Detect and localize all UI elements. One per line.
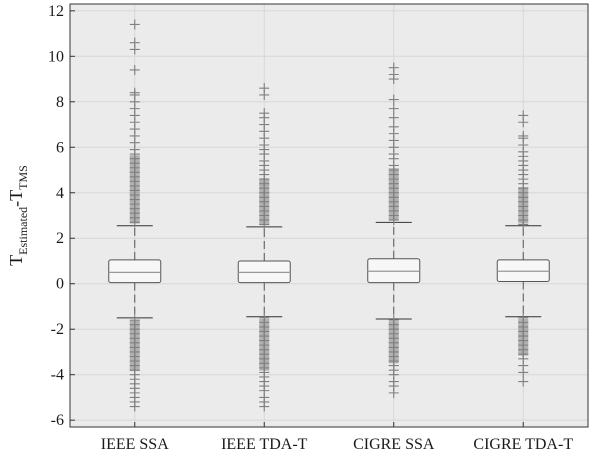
y-tick-label: -4	[51, 367, 64, 384]
y-tick-label: 4	[56, 185, 64, 202]
y-axis-label-sub-estimated: Estimated	[16, 207, 30, 255]
outlier-high	[388, 112, 399, 123]
y-tick-label: -2	[51, 321, 64, 338]
plot-area	[70, 4, 588, 427]
box-group	[108, 19, 162, 412]
box-iqr	[108, 259, 162, 284]
y-axis-label-sub-tms: TMS	[16, 165, 30, 190]
y-axis-label-t2: -T	[6, 190, 26, 207]
outlier-high	[129, 64, 140, 75]
y-tick-label: 0	[56, 276, 64, 293]
y-tick-label: 8	[56, 94, 64, 111]
x-category-label: IEEE SSA	[101, 436, 169, 453]
outlier-high	[259, 108, 270, 119]
outlier-high	[129, 87, 140, 98]
outlier-low	[388, 387, 399, 398]
boxes	[108, 19, 550, 412]
y-axis-label-t1: T	[6, 255, 26, 266]
outlier-high	[129, 37, 140, 48]
outlier-high	[518, 110, 529, 121]
outlier-high	[388, 62, 399, 73]
x-category-label: CIGRE SSA	[353, 436, 435, 453]
outlier-low	[518, 376, 529, 387]
y-axis-label: TEstimated-TTMS	[6, 165, 30, 266]
outlier-low	[518, 367, 529, 378]
outlier-low	[129, 401, 140, 412]
x-category-label: CIGRE TDA-T	[473, 436, 573, 453]
outlier-high	[129, 19, 140, 30]
y-tick-label: 2	[56, 230, 64, 247]
x-category-label: IEEE TDA-T	[221, 436, 308, 453]
outlier-high	[388, 103, 399, 114]
y-axis-ticks: -6 -4 -2 0 2 4 6 8 10 12	[48, 3, 524, 429]
outlier-high	[259, 83, 270, 94]
box-group	[496, 110, 550, 387]
outlier-high	[388, 94, 399, 105]
x-axis-categories: IEEE SSA IEEE TDA-T CIGRE SSA CIGRE TDA-T	[101, 436, 574, 453]
box-group	[237, 83, 291, 412]
y-tick-label: 6	[56, 139, 64, 156]
y-tick-label: 12	[48, 3, 64, 20]
box-group	[367, 62, 421, 398]
y-tick-label: -6	[51, 412, 64, 429]
y-tick-label: 10	[48, 48, 64, 65]
outlier-low	[259, 401, 270, 412]
outlier-high	[518, 130, 529, 141]
outlier-high	[388, 121, 399, 132]
plot-frame	[69, 3, 589, 428]
